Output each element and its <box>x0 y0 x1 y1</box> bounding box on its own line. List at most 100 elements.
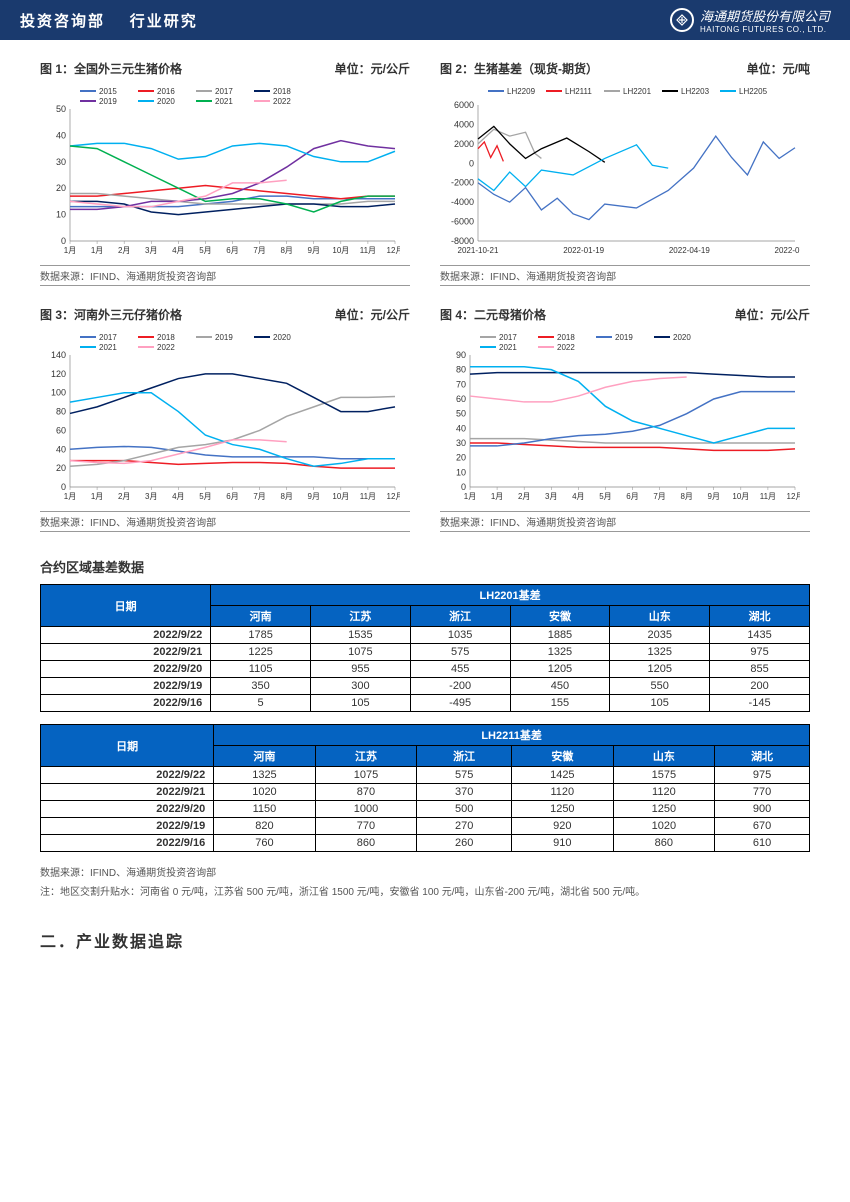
chart-source: 数据来源：IFIND、海通期货投资咨询部 <box>440 511 810 532</box>
svg-text:7月: 7月 <box>253 246 265 255</box>
table-row: 2022/9/22178515351035188520351435 <box>41 627 810 644</box>
cell-date: 2022/9/19 <box>41 678 211 695</box>
cell-value: 760 <box>214 835 316 852</box>
th-region: 山东 <box>610 606 710 627</box>
cell-date: 2022/9/21 <box>41 784 214 801</box>
cell-value: 1535 <box>311 627 411 644</box>
chart-source: 数据来源：IFIND、海通期货投资咨询部 <box>40 265 410 286</box>
svg-text:12月: 12月 <box>387 246 400 255</box>
cell-value: 1325 <box>214 767 316 784</box>
svg-text:40: 40 <box>56 444 66 454</box>
svg-text:9月: 9月 <box>708 492 720 501</box>
chart-source: 数据来源：IFIND、海通期货投资咨询部 <box>440 265 810 286</box>
table-2-container: 日期LH2211基差河南江苏浙江安徽山东湖北2022/9/22132510755… <box>40 724 810 852</box>
company-name-cn: 海通期货股份有限公司 <box>700 9 830 24</box>
svg-text:2022-07-18: 2022-07-18 <box>775 246 800 255</box>
cell-value: 900 <box>715 801 810 818</box>
svg-text:2018: 2018 <box>557 333 575 342</box>
cell-date: 2022/9/20 <box>41 661 211 678</box>
th-region: 山东 <box>613 746 715 767</box>
svg-text:2017: 2017 <box>499 333 517 342</box>
svg-text:2021-10-21: 2021-10-21 <box>458 246 499 255</box>
th-span: LH2201基差 <box>211 585 810 606</box>
chart-plot: -8000-6000-4000-200002000400060002021-10… <box>440 81 810 261</box>
svg-text:40: 40 <box>56 130 66 140</box>
chart-title: 图 1：全国外三元生猪价格 <box>40 60 182 77</box>
svg-text:7月: 7月 <box>253 492 265 501</box>
cell-value: 2035 <box>610 627 710 644</box>
svg-text:2019: 2019 <box>99 97 117 106</box>
cell-value: 860 <box>613 835 715 852</box>
cell-value: 350 <box>211 678 311 695</box>
main-content: 图 1：全国外三元生猪价格单位：元/公斤010203040501月1月2月3月4… <box>0 40 850 972</box>
svg-text:5月: 5月 <box>599 492 611 501</box>
cell-date: 2022/9/16 <box>41 835 214 852</box>
cell-value: 1020 <box>214 784 316 801</box>
cell-value: 105 <box>311 695 411 712</box>
table-row: 2022/9/221325107557514251575975 <box>41 767 810 784</box>
th-region: 湖北 <box>715 746 810 767</box>
svg-text:LH2203: LH2203 <box>681 87 710 96</box>
svg-text:10月: 10月 <box>332 492 349 501</box>
cell-value: 1075 <box>315 767 417 784</box>
cell-value: 870 <box>315 784 417 801</box>
table-note: 注：地区交割升贴水：河南省 0 元/吨，江苏省 500 元/吨，浙江省 1500… <box>40 883 810 898</box>
svg-text:2017: 2017 <box>99 333 117 342</box>
cell-value: 1120 <box>613 784 715 801</box>
svg-text:2020: 2020 <box>673 333 691 342</box>
th-region: 江苏 <box>315 746 417 767</box>
svg-text:LH2111: LH2111 <box>565 87 592 96</box>
svg-text:120: 120 <box>51 369 66 379</box>
svg-text:70: 70 <box>456 379 466 389</box>
cell-value: 1150 <box>214 801 316 818</box>
svg-text:LH2205: LH2205 <box>739 87 768 96</box>
cell-value: 1250 <box>613 801 715 818</box>
svg-text:20: 20 <box>56 463 66 473</box>
logo-icon <box>670 8 694 32</box>
svg-text:8月: 8月 <box>680 492 692 501</box>
cell-value: 1105 <box>211 661 311 678</box>
svg-text:2022: 2022 <box>157 343 175 352</box>
dept-label: 投资咨询部 <box>20 13 105 30</box>
svg-text:10月: 10月 <box>332 246 349 255</box>
svg-text:0: 0 <box>61 482 66 492</box>
svg-text:LH2209: LH2209 <box>507 87 536 96</box>
svg-text:90: 90 <box>456 350 466 360</box>
svg-text:2018: 2018 <box>273 87 291 96</box>
th-date: 日期 <box>41 585 211 627</box>
svg-text:2015: 2015 <box>99 87 117 96</box>
cell-value: 575 <box>417 767 512 784</box>
svg-text:100: 100 <box>51 388 66 398</box>
svg-text:6月: 6月 <box>626 492 638 501</box>
cell-value: 1075 <box>311 644 411 661</box>
cell-value: 1020 <box>613 818 715 835</box>
svg-text:11月: 11月 <box>360 492 376 501</box>
cell-value: 820 <box>214 818 316 835</box>
svg-text:-8000: -8000 <box>451 236 474 246</box>
table-source: 数据来源：IFIND、海通期货投资咨询部 <box>40 864 810 879</box>
table-row: 2022/9/211225107557513251325975 <box>41 644 810 661</box>
svg-text:LH2201: LH2201 <box>623 87 652 96</box>
cell-value: 770 <box>315 818 417 835</box>
cell-value: 975 <box>715 767 810 784</box>
svg-text:8月: 8月 <box>280 492 292 501</box>
table-row: 2022/9/21102087037011201120770 <box>41 784 810 801</box>
svg-text:11月: 11月 <box>760 492 776 501</box>
svg-text:1月: 1月 <box>464 492 476 501</box>
svg-text:140: 140 <box>51 350 66 360</box>
th-region: 安徽 <box>510 606 610 627</box>
svg-text:6月: 6月 <box>226 246 238 255</box>
section-2-heading: 二．产业数据追踪 <box>40 928 810 952</box>
th-region: 浙江 <box>410 606 510 627</box>
chart-plot: 0204060801001201401月1月2月3月4月5月6月7月8月9月10… <box>40 327 410 507</box>
cell-value: 260 <box>417 835 512 852</box>
svg-text:2020: 2020 <box>157 97 175 106</box>
basis-table: 日期LH2201基差河南江苏浙江安徽山东湖北2022/9/22178515351… <box>40 584 810 712</box>
chart-title: 图 3：河南外三元仔猪价格 <box>40 306 182 323</box>
cell-value: 1205 <box>610 661 710 678</box>
cell-value: 455 <box>410 661 510 678</box>
cell-value: 5 <box>211 695 311 712</box>
cell-value: 1325 <box>510 644 610 661</box>
th-region: 浙江 <box>417 746 512 767</box>
svg-text:50: 50 <box>456 409 466 419</box>
